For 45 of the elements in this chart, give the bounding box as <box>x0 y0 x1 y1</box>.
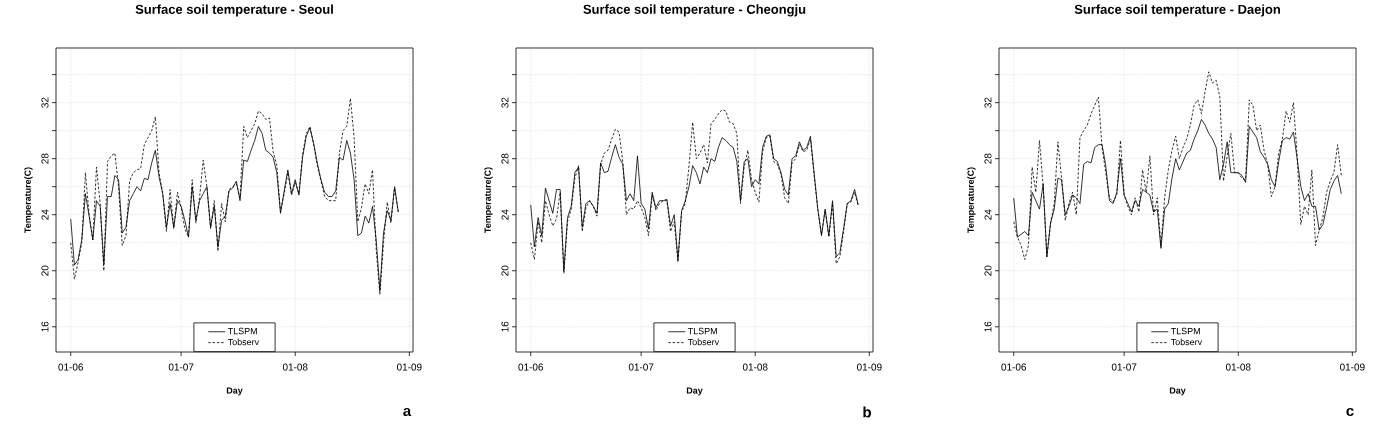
x-tick-label: 01-07 <box>168 363 194 371</box>
chart-title: Surface soil temperature - Cheongju <box>583 4 806 17</box>
x-tick-label: 01-09 <box>1339 363 1365 371</box>
x-axis-title: Day <box>226 387 243 396</box>
y-tick-label: 24 <box>41 209 49 220</box>
x-tick-label: 01-08 <box>1225 363 1251 371</box>
y-tick-label: 20 <box>501 265 509 276</box>
text: a <box>403 407 412 417</box>
x-tick-label: 01-07 <box>628 363 654 371</box>
x-tick-label: 01-09 <box>856 363 882 371</box>
legend-label: TLSPM <box>227 327 257 335</box>
x-tick-label: 01-07 <box>1111 363 1137 371</box>
x-tick-label: 01-08 <box>742 363 768 371</box>
legend-label: TLSPM <box>1170 327 1200 335</box>
chart-title: Surface soil temperature - Daejon <box>1074 4 1280 17</box>
y-tick-label: 28 <box>41 153 49 164</box>
x-axis-title: Day <box>1169 387 1186 396</box>
y-tick-label: 16 <box>41 321 49 332</box>
y-tick-label: 20 <box>984 265 992 276</box>
text: b <box>863 406 871 418</box>
y-tick-label: 20 <box>41 265 49 276</box>
y-tick-label: 16 <box>984 321 992 332</box>
y-tick-label: 16 <box>501 321 509 332</box>
text: c <box>1346 407 1354 417</box>
x-tick-label: 01-06 <box>1001 363 1027 371</box>
y-tick-label: 28 <box>984 153 992 164</box>
x-tick-label: 01-06 <box>58 363 84 371</box>
y-axis-title: Temperature(C) <box>484 167 493 233</box>
chart-title: Surface soil temperature - Seoul <box>135 4 333 17</box>
y-tick-label: 32 <box>41 97 49 108</box>
legend-label: TLSPM <box>687 327 717 335</box>
legend-label: Tobserv <box>227 338 260 346</box>
x-tick-label: 01-09 <box>396 363 422 371</box>
y-axis-title: Temperature(C) <box>967 167 976 233</box>
legend-label: Tobserv <box>1170 338 1203 346</box>
y-tick-label: 28 <box>501 153 509 164</box>
x-tick-label: 01-06 <box>518 363 544 371</box>
y-tick-label: 24 <box>984 209 992 220</box>
legend-label: Tobserv <box>687 338 720 346</box>
y-tick-label: 32 <box>984 97 992 108</box>
x-axis-title: Day <box>686 387 703 396</box>
y-tick-label: 32 <box>501 97 509 108</box>
y-axis-title: Temperature(C) <box>24 167 33 233</box>
x-tick-label: 01-08 <box>282 363 308 371</box>
y-tick-label: 24 <box>501 209 509 220</box>
